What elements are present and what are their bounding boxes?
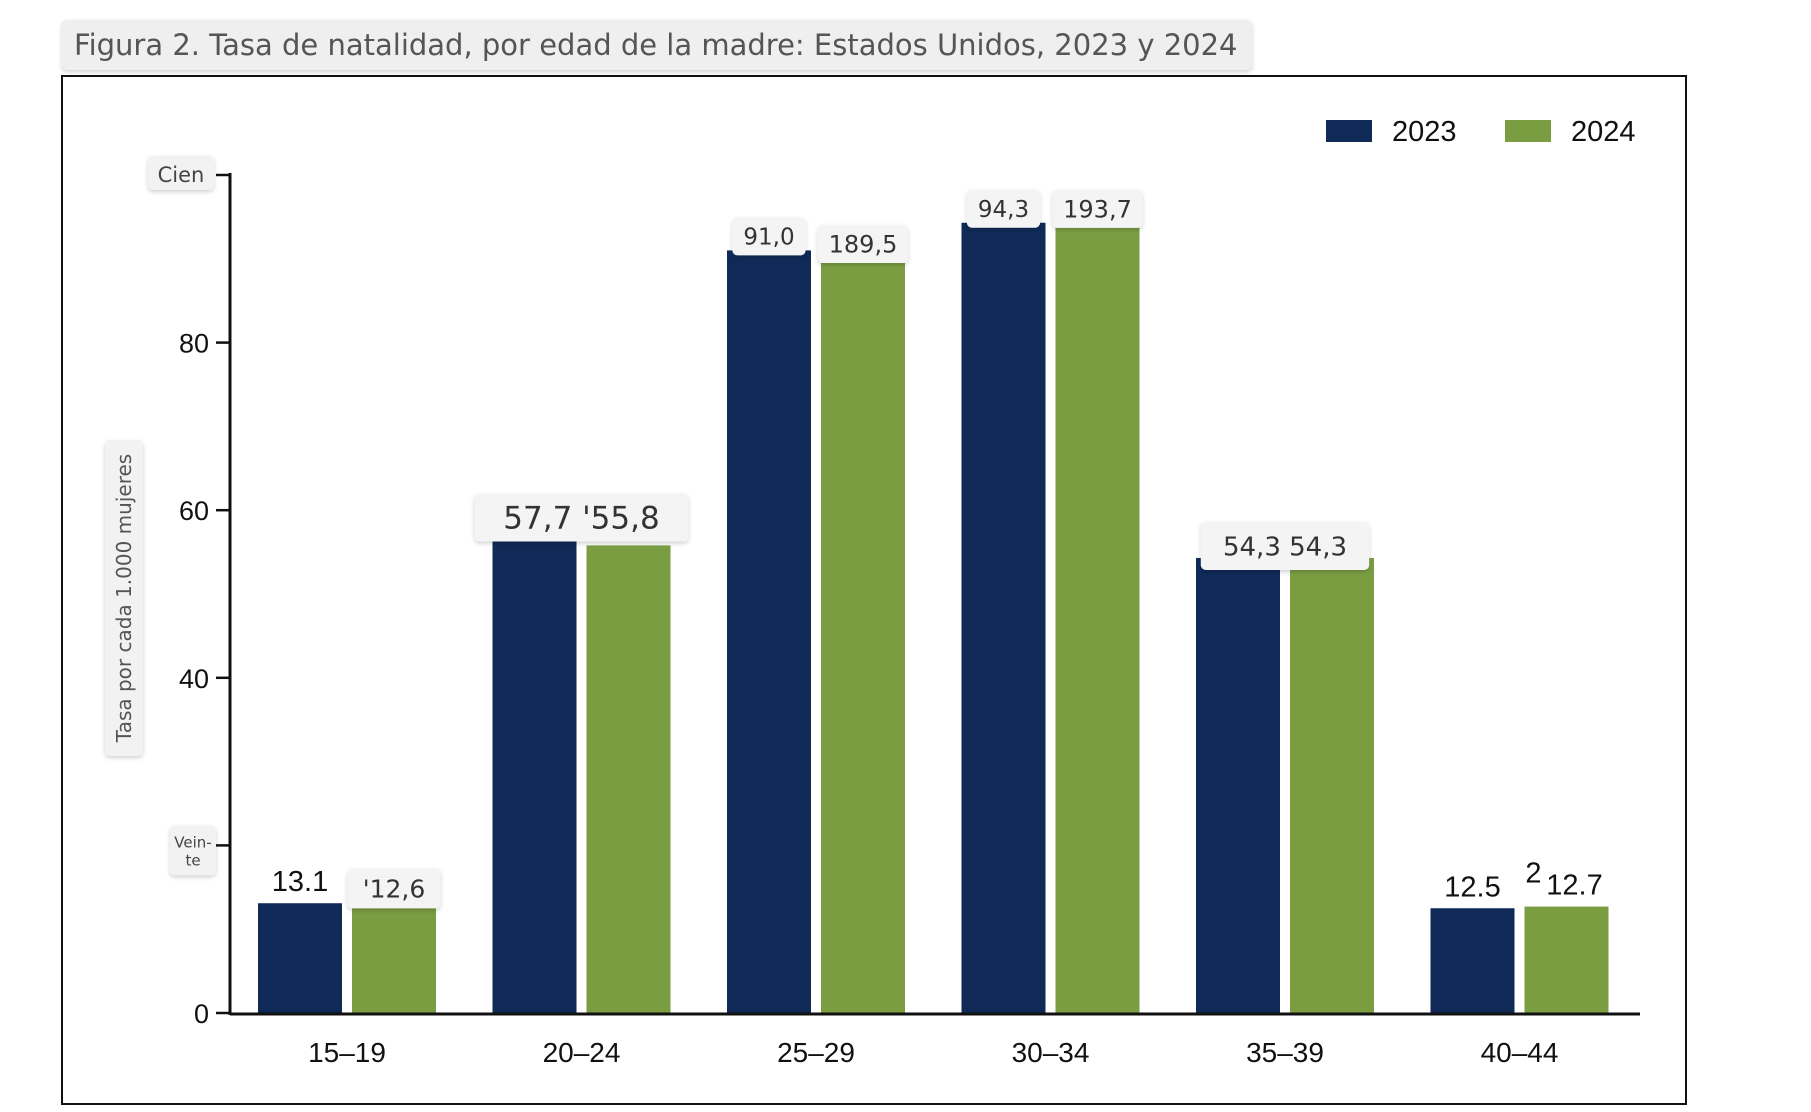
x-tick-label: 15–19 <box>308 1037 386 1068</box>
legend: 2023 2024 <box>1326 116 1636 148</box>
data-label-combined-box <box>1200 521 1370 570</box>
data-label-combined: 54,3 54,3 <box>1223 532 1347 562</box>
y-axis-label: Tasa por cada 1.000 mujeres <box>112 454 136 743</box>
x-tick-label: 20–24 <box>543 1037 621 1068</box>
data-label-2024-box <box>1052 189 1143 228</box>
data-label-combined-box <box>474 493 689 542</box>
data-label-2023-box <box>732 217 806 256</box>
y-tick-label: Vein- <box>174 833 211 851</box>
bar-2024-40–44 <box>1524 906 1609 1013</box>
bar-2024-20–24 <box>586 545 671 1013</box>
y-tick-label-box <box>148 156 214 190</box>
data-label-2023: 12.5 <box>1444 871 1500 903</box>
data-label-superscript: 2 <box>1525 858 1541 890</box>
data-label-2023: 91,0 <box>743 225 794 251</box>
bar-2023-25–29 <box>727 250 811 1014</box>
y-tick-label: Cien <box>158 163 205 187</box>
data-label-2024: '12,6 <box>363 874 426 903</box>
y-tick-label: 80 <box>179 329 209 359</box>
data-label-2023: 13.1 <box>272 866 328 898</box>
x-tick-label: 25–29 <box>777 1037 855 1068</box>
data-label-combined: 57,7 '55,8 <box>503 501 659 537</box>
y-tick-label-box <box>170 825 216 876</box>
y-tick-label-cont: te <box>185 851 200 869</box>
bar-2023-20–24 <box>492 529 577 1013</box>
legend-label-2023: 2023 <box>1392 116 1457 148</box>
bar-2023-35–39 <box>1196 557 1280 1013</box>
chart-title: Figura 2. Tasa de natalidad, por edad de… <box>62 20 1252 70</box>
data-label-2024-box <box>347 868 441 909</box>
bars-group <box>258 222 1609 1014</box>
x-tick-label: 35–39 <box>1246 1037 1324 1068</box>
data-label-2024: 189,5 <box>829 231 898 259</box>
x-tick-label: 40–44 <box>1481 1037 1559 1068</box>
chart-frame <box>61 75 1687 1105</box>
y-tick-label: 40 <box>179 664 209 694</box>
bar-2023-30–34 <box>961 222 1046 1014</box>
bar-2024-35–39 <box>1290 557 1374 1013</box>
bar-2024-30–34 <box>1055 227 1140 1013</box>
y-axis-label-box <box>105 440 143 756</box>
data-label-2024: 193,7 <box>1063 195 1132 223</box>
legend-swatch-2023 <box>1326 120 1372 142</box>
legend-swatch-2024 <box>1505 120 1551 142</box>
bar-2023-15–19 <box>258 903 342 1013</box>
axes-group: 15–19 20–24 25–29 30–34 35–39 40–44 0 Vein-te 40… <box>105 156 1640 1068</box>
y-tick-label: 60 <box>179 496 209 526</box>
data-label-2024-box <box>818 224 908 263</box>
bar-2024-25–29 <box>821 262 905 1013</box>
data-labels-group: 13.1 '12,6 57,7 '55,8 91,0 189,5 94,3 193,7 54,… <box>272 189 1603 909</box>
bar-2023-40–44 <box>1430 908 1515 1013</box>
legend-label-2024: 2024 <box>1571 116 1636 148</box>
data-label-2023: 94,3 <box>978 197 1029 223</box>
data-label-2024: 12.7 <box>1546 870 1602 902</box>
x-tick-label: 30–34 <box>1012 1037 1090 1068</box>
data-label-2023-box <box>966 189 1041 228</box>
bar-2024-15–19 <box>352 907 436 1013</box>
y-tick-label: 0 <box>194 999 209 1029</box>
